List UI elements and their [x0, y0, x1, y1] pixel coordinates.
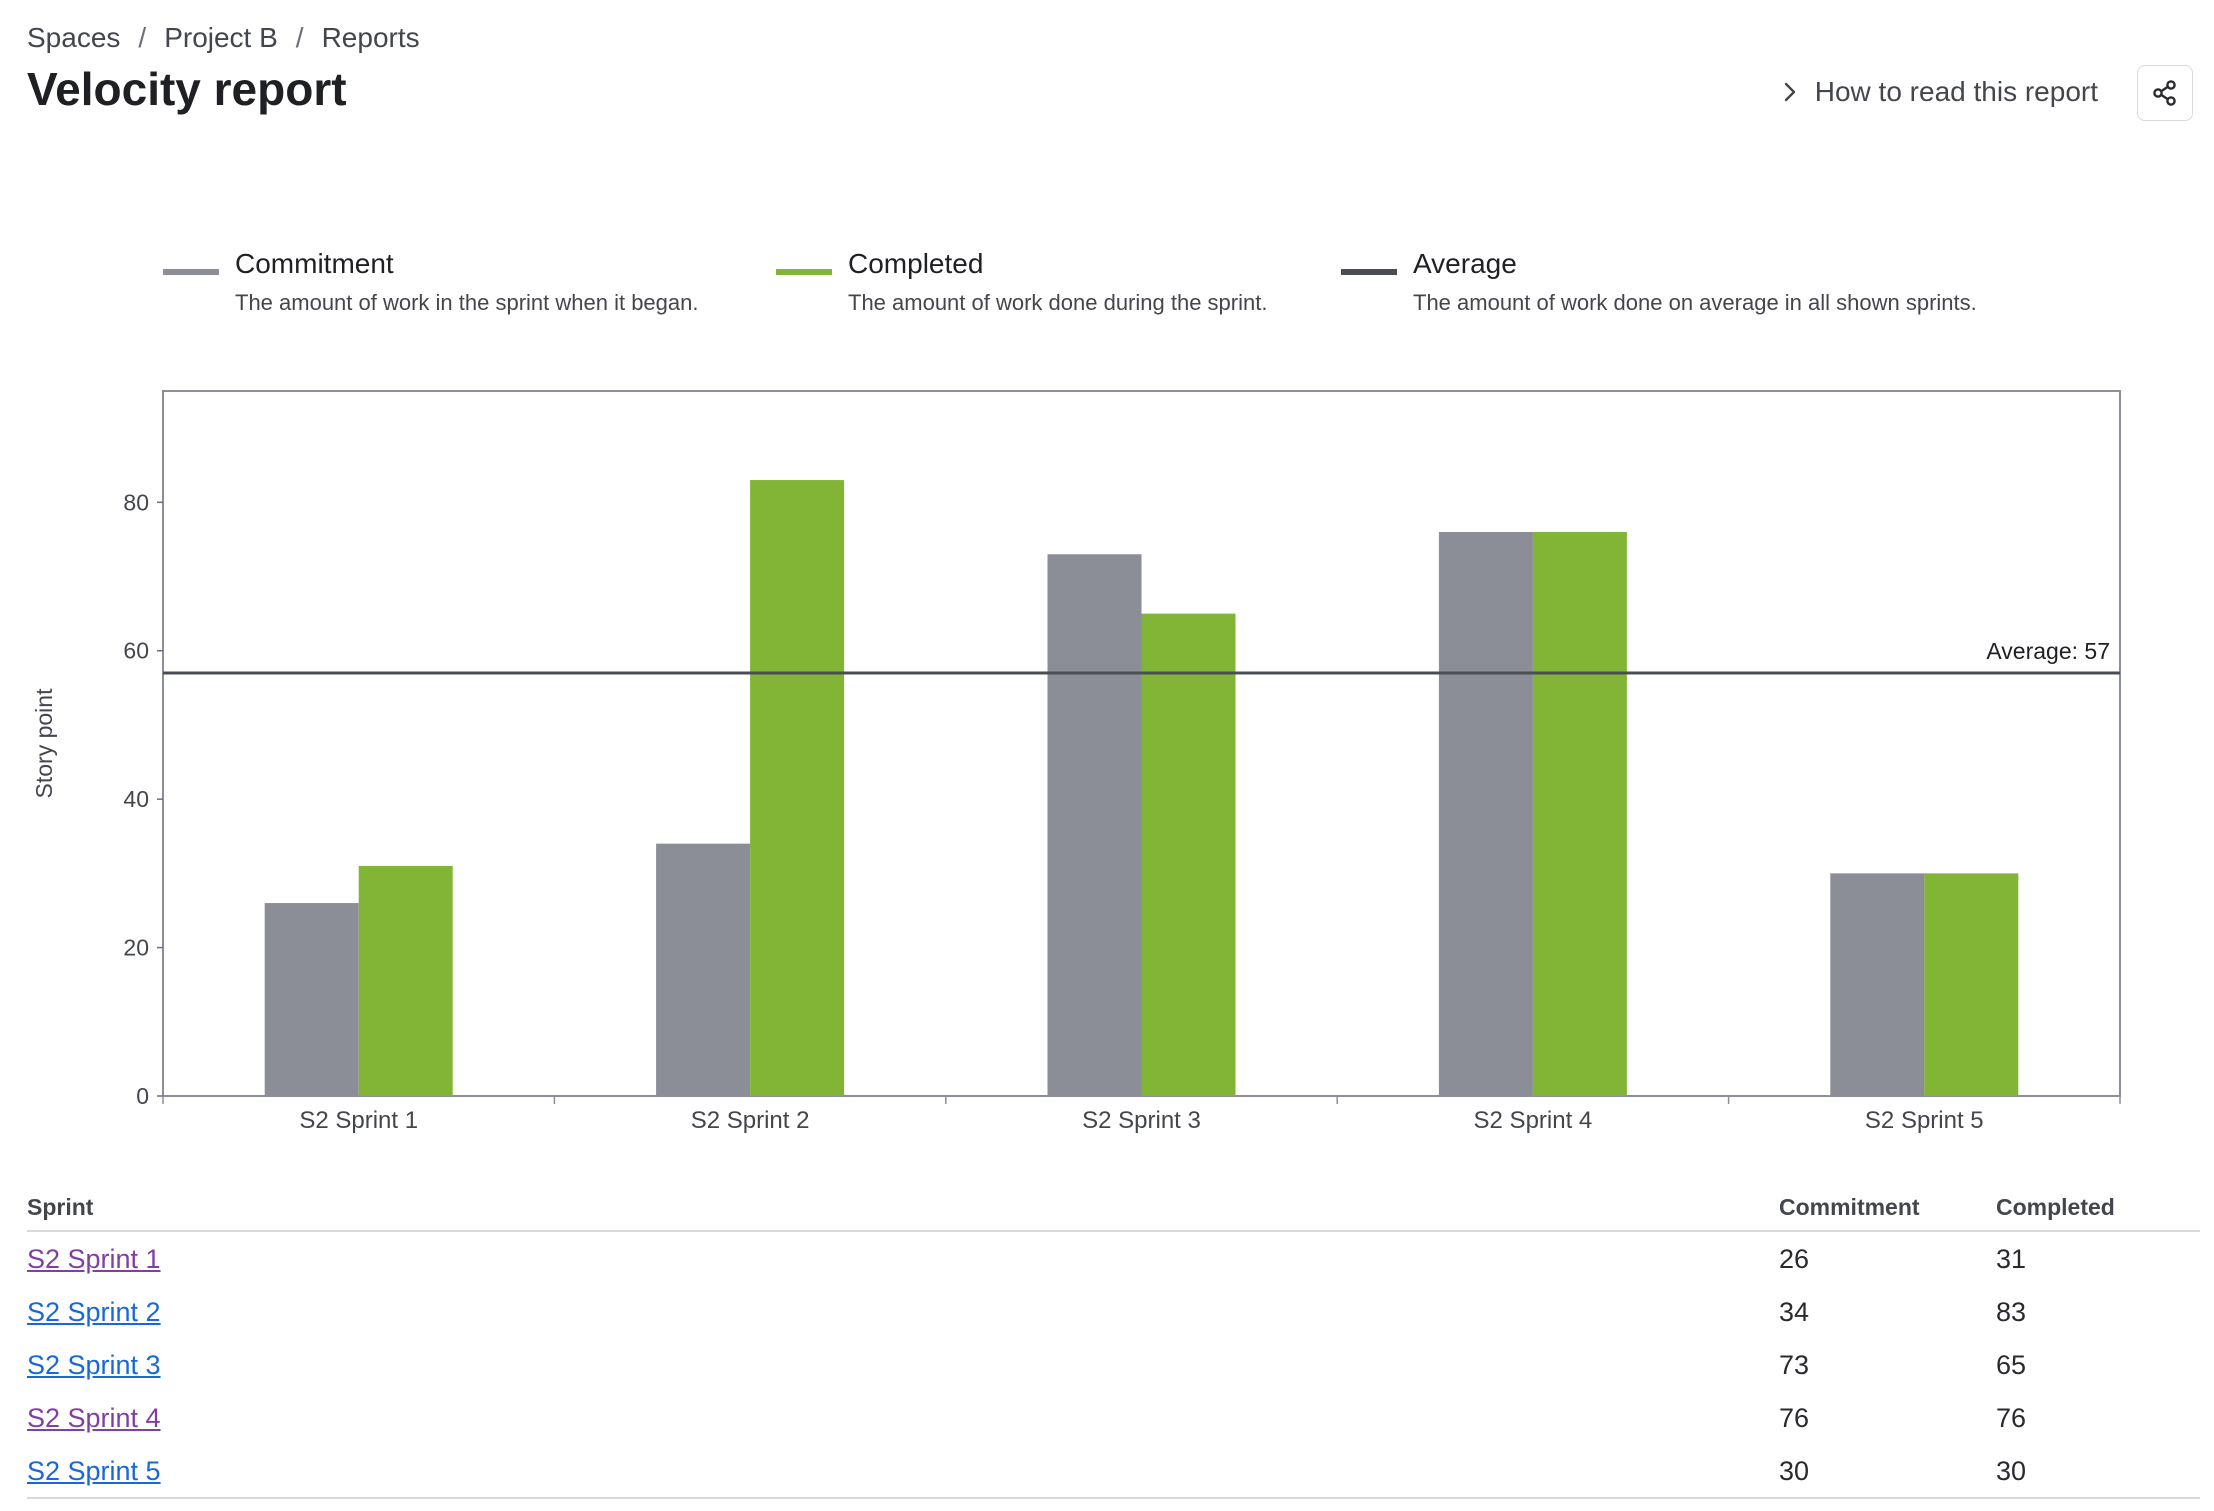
commitment-value: 26: [1779, 1244, 1810, 1274]
completed-value: 76: [1996, 1403, 2027, 1433]
breadcrumb: Spaces / Project B / Reports: [27, 22, 420, 54]
header-completed: Completed: [1996, 1194, 2115, 1220]
legend-swatch-average: [1341, 269, 1397, 275]
y-tick-label: 60: [123, 638, 149, 664]
legend-name: Completed: [848, 248, 984, 279]
legend-name: Commitment: [235, 248, 394, 279]
bar-commitment-2: [656, 843, 751, 1096]
bar-commitment-5: [1830, 873, 1925, 1096]
sprint-link[interactable]: S2 Sprint 1: [27, 1244, 161, 1274]
velocity-table: Sprint Commitment Completed S2 Sprint 1 …: [27, 1190, 2200, 1499]
table-row: S2 Sprint 1 26 31: [27, 1232, 2200, 1285]
completed-value: 65: [1996, 1350, 2027, 1380]
table-row: S2 Sprint 5 30 30: [27, 1444, 2200, 1497]
breadcrumb-spaces[interactable]: Spaces: [27, 22, 121, 53]
sprint-link[interactable]: S2 Sprint 2: [27, 1297, 161, 1327]
breadcrumb-separator: /: [295, 22, 304, 53]
y-tick-label: 0: [136, 1083, 149, 1109]
x-tick-label: S2 Sprint 2: [691, 1107, 810, 1134]
commitment-value: 73: [1779, 1350, 1810, 1380]
y-axis-label: Story point: [31, 688, 57, 799]
x-tick-label: S2 Sprint 1: [299, 1107, 418, 1134]
legend-swatch-commitment: [163, 269, 219, 275]
breadcrumb-reports[interactable]: Reports: [321, 22, 420, 53]
table-row: S2 Sprint 2 34 83: [27, 1285, 2200, 1338]
how-to-read-button[interactable]: How to read this report: [1783, 76, 2098, 108]
x-tick-label: S2 Sprint 4: [1474, 1107, 1593, 1134]
bar-completed-5: [1924, 873, 2019, 1096]
bar-commitment-3: [1047, 554, 1142, 1096]
x-tick-label: S2 Sprint 5: [1865, 1107, 1984, 1134]
completed-value: 31: [1996, 1244, 2027, 1274]
y-tick-label: 80: [123, 489, 149, 515]
completed-value: 83: [1996, 1297, 2027, 1327]
bar-completed-1: [358, 865, 453, 1096]
share-icon: [2153, 80, 2176, 106]
breadcrumb-project[interactable]: Project B: [164, 22, 278, 53]
commitment-value: 34: [1779, 1297, 1810, 1327]
bar-commitment-4: [1438, 532, 1533, 1096]
y-tick-label: 20: [123, 935, 149, 961]
completed-value: 30: [1996, 1456, 2027, 1486]
chevron-right-icon: [1784, 82, 1795, 102]
sprint-link[interactable]: S2 Sprint 3: [27, 1350, 161, 1380]
sprint-link[interactable]: S2 Sprint 5: [27, 1456, 161, 1486]
table-header: Sprint Commitment Completed: [27, 1190, 2200, 1232]
table-bottom-border: [27, 1497, 2200, 1499]
table-row: S2 Sprint 4 76 76: [27, 1391, 2200, 1444]
page-title: Velocity report: [27, 63, 347, 115]
legend-swatch-completed: [776, 269, 832, 275]
bar-completed-3: [1141, 613, 1236, 1096]
header-commitment: Commitment: [1779, 1194, 1920, 1220]
bar-completed-2: [750, 480, 845, 1097]
share-button[interactable]: [2137, 65, 2193, 121]
bar-commitment-1: [264, 903, 359, 1096]
legend-description: The amount of work in the sprint when it…: [235, 290, 699, 315]
y-tick-label: 40: [123, 786, 149, 812]
legend-name: Average: [1413, 248, 1517, 279]
commitment-value: 76: [1779, 1403, 1810, 1433]
header-sprint: Sprint: [27, 1194, 94, 1220]
how-to-read-label: How to read this report: [1814, 76, 2098, 107]
legend-description: The amount of work done on average in al…: [1413, 290, 1977, 315]
bar-completed-4: [1532, 532, 1627, 1096]
average-label: Average: 57: [1986, 638, 2110, 664]
table-row: S2 Sprint 3 73 65: [27, 1338, 2200, 1391]
x-tick-label: S2 Sprint 3: [1082, 1107, 1201, 1134]
commitment-value: 30: [1779, 1456, 1810, 1486]
sprint-link[interactable]: S2 Sprint 4: [27, 1403, 161, 1433]
breadcrumb-separator: /: [138, 22, 147, 53]
legend-description: The amount of work done during the sprin…: [848, 290, 1268, 315]
velocity-chart: 0 20 40 60 80 Story point S2 Sprint 1 S2 Sprint…: [31, 390, 2121, 1134]
